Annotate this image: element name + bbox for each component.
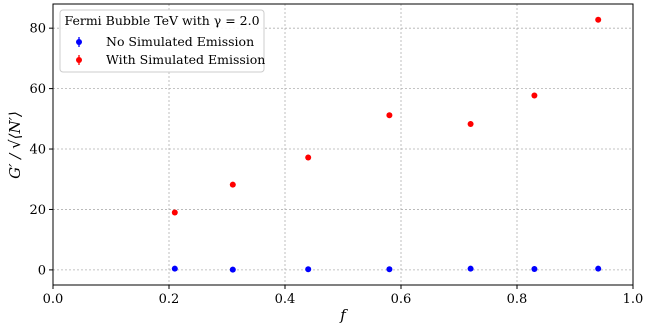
- data-point-series-0: [467, 265, 474, 272]
- data-point-series-1: [171, 209, 178, 216]
- y-tick-label: 20: [29, 203, 46, 218]
- data-point-series-1: [467, 120, 474, 127]
- data-marks: [171, 16, 602, 273]
- data-point-series-1: [229, 181, 236, 188]
- x-tick-label: 0.0: [43, 292, 64, 307]
- x-tick-label: 0.8: [507, 292, 528, 307]
- data-point-marker: [386, 266, 393, 273]
- plot-frame: [52, 3, 634, 286]
- x-tick-label: 0.2: [159, 292, 180, 307]
- data-point-marker: [171, 265, 178, 272]
- legend-entry-with-emission: With Simulated Emission: [106, 52, 265, 67]
- x-tick-label: 0.6: [391, 292, 412, 307]
- x-axis-label: f: [339, 306, 348, 324]
- data-point-marker: [595, 265, 602, 272]
- data-point-marker: [386, 112, 393, 119]
- x-tick-label: 0.4: [275, 292, 296, 307]
- data-point-marker: [229, 181, 236, 188]
- data-point-marker: [467, 120, 474, 127]
- data-point-marker: [305, 154, 312, 161]
- y-axis-label: G′ / √⟨N′⟩: [6, 111, 24, 179]
- legend-box: [59, 9, 265, 73]
- data-point-series-1: [386, 112, 393, 119]
- data-point-series-0: [229, 266, 236, 273]
- data-point-series-0: [386, 266, 393, 273]
- data-point-marker: [229, 266, 236, 273]
- legend-marker-red: [76, 55, 82, 65]
- data-point-series-0: [595, 265, 602, 272]
- legend: Fermi Bubble TeV with γ = 2.0 No Simulat…: [59, 9, 265, 73]
- data-point-marker: [305, 266, 312, 273]
- x-tick-label: 1.0: [623, 292, 644, 307]
- data-point-marker: [531, 265, 538, 272]
- y-tick-label: 80: [29, 22, 46, 37]
- data-point-series-1: [595, 16, 602, 23]
- axis-ticks: 0.0 0.2 0.4 0.6 0.8 1.0 0 20 40 60 80: [29, 22, 643, 307]
- data-point-marker: [467, 265, 474, 272]
- data-point-series-0: [171, 265, 178, 272]
- legend-marker-blue: [76, 37, 82, 47]
- y-tick-label: 60: [29, 82, 46, 97]
- data-point-marker: [531, 92, 538, 99]
- legend-title: Fermi Bubble TeV with γ = 2.0: [64, 13, 259, 28]
- data-point-series-0: [531, 265, 538, 272]
- y-tick-label: 40: [29, 143, 46, 158]
- legend-entry-no-emission: No Simulated Emission: [106, 34, 254, 49]
- data-point-series-1: [305, 154, 312, 161]
- data-point-series-0: [305, 266, 312, 273]
- data-point-marker: [595, 16, 602, 23]
- y-tick-label: 0: [38, 263, 46, 278]
- data-point-marker: [171, 209, 178, 216]
- data-point-series-1: [531, 92, 538, 99]
